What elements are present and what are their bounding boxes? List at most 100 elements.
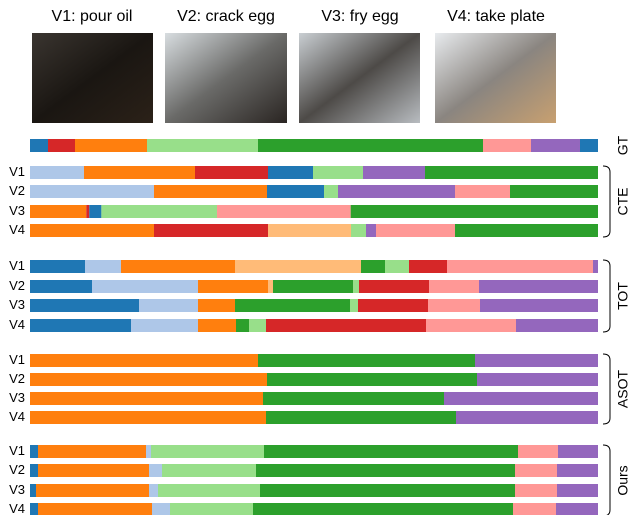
segment <box>409 260 447 273</box>
segment <box>518 445 558 458</box>
frame-caption: V3: fry egg <box>321 8 398 25</box>
row-label: V2 <box>9 462 25 477</box>
row-label: V2 <box>9 278 25 293</box>
segment <box>455 224 598 237</box>
segment <box>253 503 513 515</box>
segment <box>358 299 428 312</box>
group-label: CTE <box>615 188 631 216</box>
segment <box>351 205 598 218</box>
row-label: V2 <box>9 183 25 198</box>
segment <box>30 373 267 386</box>
segment <box>30 319 131 332</box>
row-label: V4 <box>9 222 25 237</box>
segment <box>425 166 598 179</box>
segment <box>30 185 154 198</box>
segment <box>593 260 598 273</box>
segment <box>217 205 351 218</box>
segment <box>149 464 162 477</box>
row-label: V3 <box>9 482 25 497</box>
segment <box>557 464 598 477</box>
row-label: V1 <box>9 352 25 367</box>
segment <box>456 411 598 424</box>
segment <box>263 392 444 405</box>
segment <box>376 224 455 237</box>
segment <box>477 373 598 386</box>
segment <box>338 185 455 198</box>
row-label: V3 <box>9 203 25 218</box>
segment <box>447 260 593 273</box>
segment <box>154 185 267 198</box>
segment <box>131 319 198 332</box>
segment <box>266 319 426 332</box>
segment <box>84 166 195 179</box>
frame <box>435 33 556 123</box>
segment <box>152 503 170 515</box>
segment <box>268 280 273 293</box>
group-label: ASOT <box>615 369 631 408</box>
segment <box>235 260 361 273</box>
segment <box>429 280 479 293</box>
bracket <box>603 445 610 515</box>
group-label: Ours <box>615 465 631 495</box>
segment <box>444 392 598 405</box>
row-label: V2 <box>9 371 25 386</box>
segment <box>479 280 598 293</box>
segment <box>513 503 556 515</box>
segment <box>515 464 557 477</box>
segment <box>249 319 266 332</box>
segment <box>85 260 121 273</box>
segment <box>30 280 92 293</box>
bracket <box>603 260 610 332</box>
segment <box>30 484 36 497</box>
segment <box>30 166 84 179</box>
segment <box>198 280 268 293</box>
segment <box>89 205 101 218</box>
segment <box>170 503 253 515</box>
segment <box>580 139 598 152</box>
row-label: V3 <box>9 297 25 312</box>
segment <box>266 411 456 424</box>
segment <box>351 224 366 237</box>
segment <box>385 260 409 273</box>
segment <box>428 299 480 312</box>
segment <box>195 166 268 179</box>
segment <box>162 464 256 477</box>
segment <box>139 299 198 312</box>
segment <box>30 299 139 312</box>
segment <box>480 299 598 312</box>
segment <box>75 139 147 152</box>
segment <box>48 139 75 152</box>
segment <box>273 280 353 293</box>
segment <box>30 392 263 405</box>
segment <box>236 319 249 332</box>
segment <box>235 299 350 312</box>
segment <box>121 260 235 273</box>
segment <box>531 139 580 152</box>
frame-caption: V2: crack egg <box>177 8 275 25</box>
segment <box>38 503 152 515</box>
bracket <box>603 354 610 424</box>
segment <box>36 484 149 497</box>
segment <box>267 373 477 386</box>
segment <box>198 299 235 312</box>
segment <box>350 299 358 312</box>
segment <box>426 319 516 332</box>
row-label: V3 <box>9 390 25 405</box>
segment <box>258 139 483 152</box>
row-label: V4 <box>9 317 25 332</box>
segment <box>198 319 236 332</box>
segment <box>260 484 515 497</box>
segment <box>151 445 264 458</box>
segment <box>30 260 85 273</box>
figure: V1: pour oilV2: crack eggV3: fry eggV4: … <box>0 0 633 515</box>
segment <box>558 445 598 458</box>
row-label: V1 <box>9 443 25 458</box>
segment <box>147 139 258 152</box>
segment <box>313 166 363 179</box>
frame-caption: V1: pour oil <box>52 8 133 25</box>
frame <box>299 33 420 123</box>
frame <box>32 33 153 123</box>
segment <box>361 260 385 273</box>
segment <box>158 484 260 497</box>
segment <box>86 205 89 218</box>
